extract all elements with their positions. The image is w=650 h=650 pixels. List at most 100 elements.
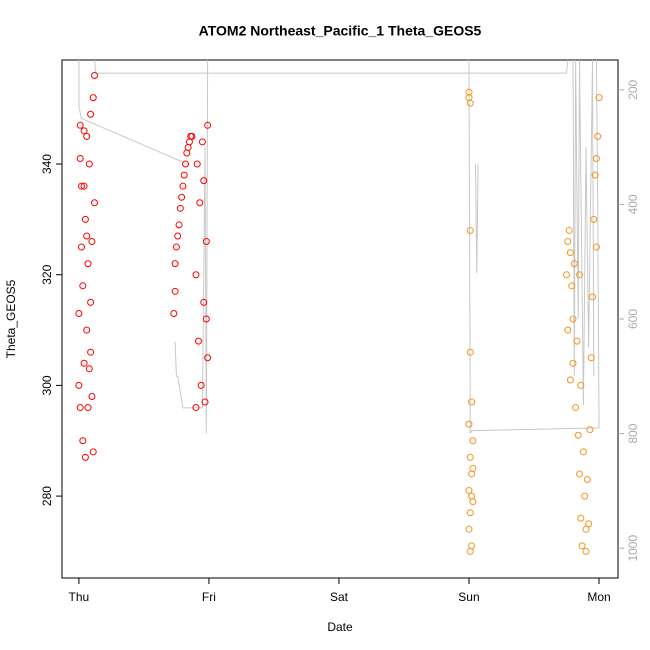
point (587, 354, 595, 362)
point (89, 448, 97, 456)
y-tick-label: 280 (40, 486, 54, 506)
point (85, 365, 93, 373)
point (564, 326, 572, 334)
point (574, 431, 582, 439)
point (590, 215, 598, 223)
point (570, 260, 578, 268)
x-tick-label: Sun (458, 590, 479, 604)
point (581, 492, 589, 500)
point (84, 260, 92, 268)
point (176, 204, 184, 212)
y-axis-label: Theta_GEOS5 (4, 279, 18, 358)
point (564, 238, 572, 246)
point (80, 182, 88, 190)
y-tick-label: 320 (40, 264, 54, 284)
point (469, 437, 477, 445)
point (170, 309, 178, 317)
point (576, 271, 584, 279)
point (80, 127, 88, 135)
point (468, 470, 476, 478)
point (188, 132, 196, 140)
point (592, 155, 600, 163)
point (75, 381, 83, 389)
point (172, 243, 180, 251)
point (466, 547, 474, 555)
point (465, 525, 473, 533)
point (469, 498, 477, 506)
point (88, 392, 96, 400)
point (81, 453, 89, 461)
y-tick-label: 300 (40, 375, 54, 395)
point (182, 160, 190, 168)
point (591, 171, 599, 179)
point (577, 381, 585, 389)
point (578, 542, 586, 550)
point (179, 182, 187, 190)
point (78, 243, 86, 251)
point (569, 315, 577, 323)
point (184, 143, 192, 151)
point (466, 226, 474, 234)
point (566, 249, 574, 257)
point (87, 110, 95, 118)
point (592, 243, 600, 251)
point (75, 309, 83, 317)
point (171, 287, 179, 295)
point (468, 542, 476, 550)
point (192, 404, 200, 412)
point (466, 348, 474, 356)
point (195, 337, 203, 345)
point (171, 260, 179, 268)
point (175, 221, 183, 229)
x-tick-label: Sat (330, 590, 349, 604)
point (178, 193, 186, 201)
point (83, 232, 91, 240)
point (76, 155, 84, 163)
point (585, 520, 593, 528)
point (586, 426, 594, 434)
point (589, 293, 597, 301)
point (200, 298, 208, 306)
point (563, 271, 571, 279)
point (83, 326, 91, 334)
point (80, 359, 88, 367)
point (568, 282, 576, 290)
point (466, 453, 474, 461)
point (595, 94, 603, 102)
chart-title: ATOM2 Northeast_Pacific_1 Theta_GEOS5 (199, 23, 482, 39)
point (87, 298, 95, 306)
y2-tick-label: 600 (626, 309, 640, 329)
point (91, 71, 99, 79)
point (81, 215, 89, 223)
point (89, 94, 97, 102)
point (174, 232, 182, 240)
point (204, 121, 212, 129)
point (183, 149, 191, 157)
point (573, 337, 581, 345)
point (84, 404, 92, 412)
point (197, 381, 205, 389)
point (202, 315, 210, 323)
point (88, 238, 96, 246)
point (198, 138, 206, 146)
x-tick-label: Fri (202, 590, 216, 604)
point (85, 160, 93, 168)
point (577, 514, 585, 522)
point (468, 398, 476, 406)
point (466, 509, 474, 517)
y-tick-label: 340 (40, 154, 54, 174)
point (79, 437, 87, 445)
point (566, 376, 574, 384)
point (465, 420, 473, 428)
y2-tick-label: 400 (626, 194, 640, 214)
point (565, 226, 573, 234)
point (87, 348, 95, 356)
pressure-line (78, 59, 600, 434)
y2-tick-label: 1000 (626, 535, 640, 562)
x-axis-label: Date (327, 620, 353, 634)
point (76, 404, 84, 412)
point (83, 132, 91, 140)
point (202, 238, 210, 246)
point (200, 177, 208, 185)
point (193, 160, 201, 168)
